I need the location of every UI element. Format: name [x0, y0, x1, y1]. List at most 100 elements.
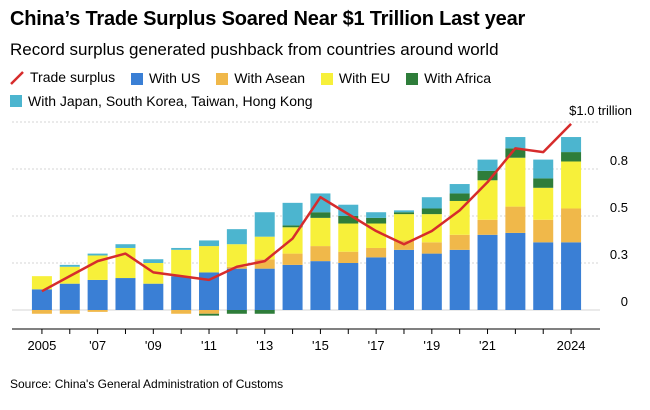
bar-segment — [282, 227, 303, 254]
bar-segment — [310, 193, 331, 213]
bar-segment — [366, 217, 387, 224]
bar-segment — [282, 225, 303, 228]
bar-segment — [115, 244, 136, 248]
y-tick-label: $1.0 trillion — [569, 103, 632, 118]
legend-item-africa: With Africa — [406, 68, 491, 89]
legend-label: With EU — [338, 70, 391, 86]
bar-segment — [421, 197, 442, 209]
bar-segment — [254, 212, 275, 237]
legend-item-asean: With Asean — [216, 68, 305, 89]
bar-segment — [199, 272, 220, 310]
bar-segment — [226, 310, 247, 314]
bar-segment — [310, 212, 331, 218]
bar-segment — [393, 212, 414, 215]
legend-swatch — [406, 72, 419, 85]
bar-segment — [505, 148, 526, 158]
trade-surplus-line — [41, 123, 572, 293]
bar-segment — [449, 184, 470, 194]
bar-segment — [449, 249, 470, 310]
x-tick-label: '11 — [201, 338, 217, 353]
bar-segment — [505, 157, 526, 207]
x-tick-label: '21 — [479, 338, 496, 353]
bar-segment — [421, 253, 442, 310]
bar-segment — [171, 310, 192, 314]
bar-segment — [171, 247, 192, 250]
bar-segment — [449, 200, 470, 235]
bar-segment — [87, 255, 108, 280]
bar-segment — [31, 276, 52, 290]
bar-segment — [310, 246, 331, 262]
bar-segment — [87, 279, 108, 310]
legend-label: With Asean — [234, 70, 306, 86]
bar-segment — [533, 242, 554, 310]
bar-segment — [226, 244, 247, 267]
bar-segment — [366, 212, 387, 218]
bar-segment — [477, 180, 498, 220]
bar-segment — [143, 283, 164, 310]
bar-segment — [282, 253, 303, 265]
bar-segment — [505, 206, 526, 233]
bar-segment — [199, 310, 220, 314]
bar-segment — [338, 263, 359, 310]
bar-segment — [449, 234, 470, 250]
y-tick-label: 0.3 — [610, 247, 628, 262]
bar-segment — [449, 193, 470, 201]
bar-segment — [115, 278, 136, 310]
y-tick-label: 0 — [621, 294, 628, 309]
bar-segment — [59, 310, 80, 314]
bar-segment — [366, 247, 387, 258]
bar-segment — [254, 268, 275, 310]
legend-item-japan-korea-taiwan-hk: With Japan, South Korea, Taiwan, Hong Ko… — [10, 91, 313, 112]
bar-segment — [254, 236, 275, 260]
bar-segment — [171, 276, 192, 310]
legend-item-us: With US — [130, 68, 201, 89]
legend-item-eu: With EU — [320, 68, 391, 89]
bar-segment — [561, 152, 582, 162]
bar-segment — [338, 204, 359, 216]
bar-segment — [561, 137, 582, 153]
bar-segment — [477, 159, 498, 171]
bar-segment — [282, 264, 303, 310]
bar-segment — [338, 251, 359, 263]
bar-segment — [477, 219, 498, 235]
bar-segment — [561, 208, 582, 243]
bar-segment — [393, 249, 414, 310]
bar-segment — [31, 289, 52, 310]
legend: Trade surplus With US With Asean With EU… — [10, 67, 570, 113]
bar-segment — [477, 170, 498, 181]
bar-segment — [87, 310, 108, 312]
x-tick-label: '17 — [368, 338, 385, 353]
legend-label: With Africa — [424, 70, 492, 86]
line-swatch-icon — [10, 70, 24, 85]
bar-segment — [533, 178, 554, 188]
legend-label: With Japan, South Korea, Taiwan, Hong Ko… — [28, 92, 313, 109]
legend-label: With US — [148, 70, 201, 86]
bar-segment — [226, 229, 247, 245]
bar-segment — [561, 242, 582, 310]
x-tick-label: '07 — [89, 338, 106, 353]
bar-segment — [31, 310, 52, 314]
bar-segment — [505, 232, 526, 310]
bar-segment — [533, 187, 554, 220]
bar-segment — [59, 264, 80, 267]
x-tick-label: '09 — [145, 338, 162, 353]
bar-segment — [505, 137, 526, 149]
y-tick-label: 0.5 — [610, 200, 628, 215]
x-tick-label: 2005 — [27, 338, 56, 353]
bar-segment — [199, 246, 220, 273]
legend-swatch — [320, 72, 333, 85]
legend-label: Trade surplus — [30, 69, 116, 85]
bar-segment — [338, 216, 359, 224]
bar-segment — [533, 159, 554, 179]
bar-segment — [310, 217, 331, 247]
bar-segment — [143, 259, 164, 263]
bar-segment — [338, 223, 359, 252]
legend-swatch — [130, 72, 143, 85]
bar-segment — [421, 214, 442, 243]
bar-segment — [477, 234, 498, 310]
bar-segment — [561, 161, 582, 209]
bar-segment — [199, 240, 220, 247]
bar-segment — [254, 310, 275, 314]
bar-segment — [282, 202, 303, 226]
